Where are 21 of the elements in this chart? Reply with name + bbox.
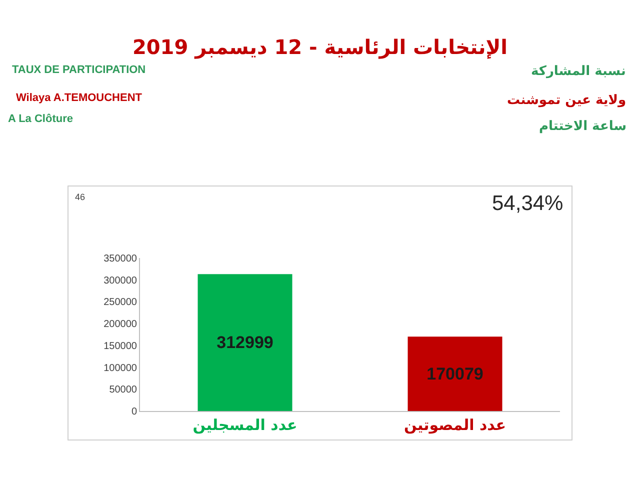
data-label: 312999 bbox=[216, 333, 274, 352]
text: ولاية عين تموشنت bbox=[507, 93, 626, 108]
y-tick-label: 0 bbox=[131, 406, 138, 418]
y-tick-label: 200000 bbox=[104, 319, 138, 330]
text: 46 bbox=[75, 192, 86, 202]
y-tick-label: 50000 bbox=[109, 384, 138, 396]
y-tick-label: 300000 bbox=[104, 275, 138, 286]
data-label: 170079 bbox=[426, 364, 484, 384]
text: نسبة المشاركة bbox=[531, 64, 626, 79]
x-tick-label: عدد المسجلين bbox=[192, 416, 298, 434]
y-tick-label: 250000 bbox=[104, 297, 138, 308]
text: A La Clôture bbox=[8, 113, 73, 125]
chart-title: الإنتخابات الرئاسية - 12 ديسمبر 2019 bbox=[132, 35, 508, 59]
y-tick-label: 350000 bbox=[104, 254, 138, 264]
x-tick-label: عدد المصوتين bbox=[404, 416, 506, 434]
y-tick-label: 150000 bbox=[104, 340, 138, 352]
text: TAUX DE PARTICIPATION bbox=[12, 64, 146, 76]
text: 54,34% bbox=[492, 192, 564, 215]
text: Wilaya A.TEMOUCHENT bbox=[16, 92, 142, 104]
text: ساعة الاختتام bbox=[539, 119, 626, 134]
y-tick-label: 100000 bbox=[104, 362, 138, 374]
